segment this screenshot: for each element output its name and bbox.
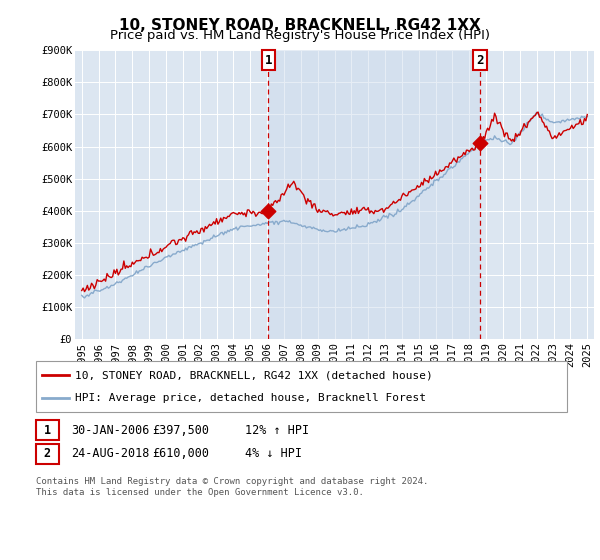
- Text: Contains HM Land Registry data © Crown copyright and database right 2024.
This d: Contains HM Land Registry data © Crown c…: [36, 477, 428, 497]
- Text: 10, STONEY ROAD, BRACKNELL, RG42 1XX: 10, STONEY ROAD, BRACKNELL, RG42 1XX: [119, 18, 481, 33]
- Text: 2: 2: [44, 447, 51, 460]
- Point: [263, 207, 273, 216]
- Text: HPI: Average price, detached house, Bracknell Forest: HPI: Average price, detached house, Brac…: [75, 393, 426, 403]
- Text: 24-AUG-2018: 24-AUG-2018: [71, 447, 149, 460]
- Text: 1: 1: [44, 423, 51, 437]
- Text: Price paid vs. HM Land Registry's House Price Index (HPI): Price paid vs. HM Land Registry's House …: [110, 29, 490, 42]
- Text: 2: 2: [476, 54, 484, 67]
- Text: £397,500: £397,500: [152, 423, 209, 437]
- Text: 1: 1: [265, 54, 272, 67]
- Bar: [268, 50, 480, 339]
- Point: [475, 139, 485, 148]
- Text: 12% ↑ HPI: 12% ↑ HPI: [245, 423, 309, 437]
- Text: 30-JAN-2006: 30-JAN-2006: [71, 423, 149, 437]
- Text: £610,000: £610,000: [152, 447, 209, 460]
- Text: 10, STONEY ROAD, BRACKNELL, RG42 1XX (detached house): 10, STONEY ROAD, BRACKNELL, RG42 1XX (de…: [75, 370, 433, 380]
- Text: 4% ↓ HPI: 4% ↓ HPI: [245, 447, 302, 460]
